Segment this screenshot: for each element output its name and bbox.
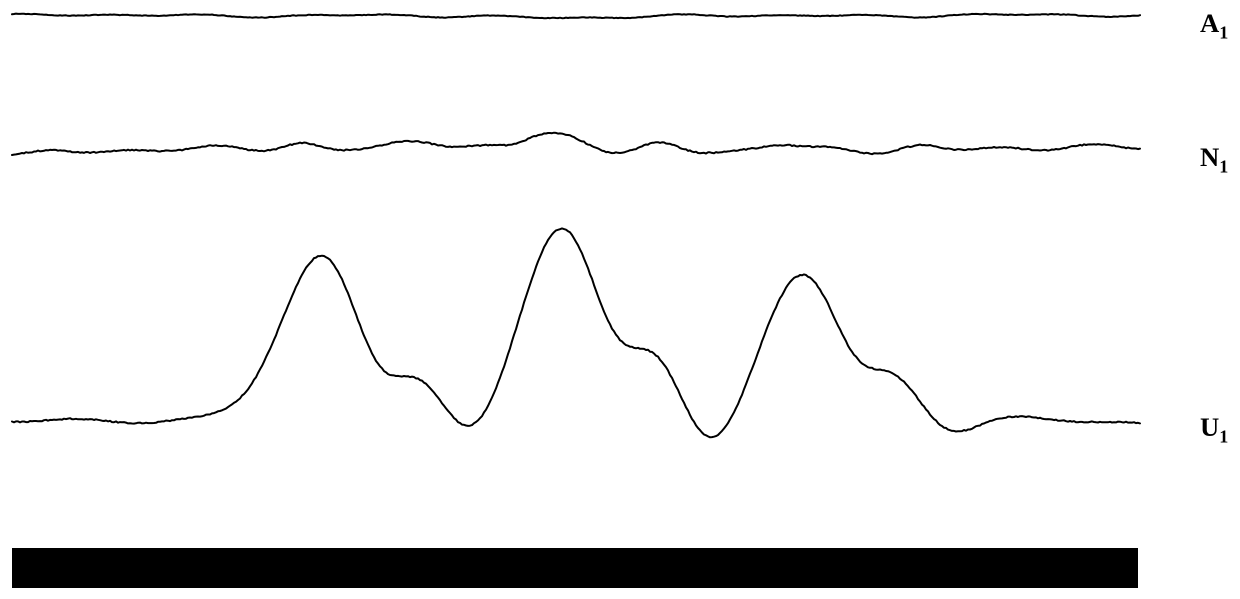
traces-svg <box>0 0 1240 599</box>
figure: A1 N1 U1 <box>0 0 1240 599</box>
trace-label-u1: U1 <box>1200 412 1228 447</box>
trace-label-a1-sub: 1 <box>1219 22 1228 42</box>
trace-label-u1-main: U <box>1200 412 1219 442</box>
trace-a1 <box>12 14 1140 19</box>
trace-label-a1: A1 <box>1200 8 1228 43</box>
trace-label-n1: N1 <box>1200 142 1228 177</box>
trace-u1 <box>12 228 1140 437</box>
trace-label-u1-sub: 1 <box>1219 426 1228 446</box>
time-scale-bar <box>12 548 1138 588</box>
trace-label-n1-sub: 1 <box>1219 156 1228 176</box>
trace-label-a1-main: A <box>1200 8 1219 38</box>
trace-n1 <box>12 133 1140 155</box>
trace-label-n1-main: N <box>1200 142 1219 172</box>
